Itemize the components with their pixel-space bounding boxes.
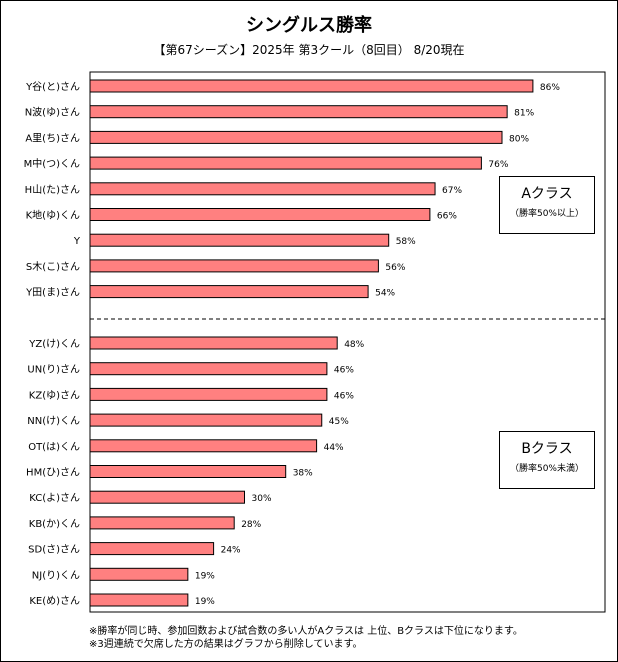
bar-11: [89, 362, 328, 376]
footnote-2: ※3週連続で欠席した方の結果はグラフから削除しています。: [89, 639, 363, 650]
bar-20: [89, 593, 189, 607]
a-class-box: Aクラス （勝率50%以上）: [499, 176, 595, 234]
b-class-label: Bクラス: [521, 441, 573, 457]
category-label: UN(り)さん: [27, 364, 80, 376]
value-label: 38%: [293, 469, 313, 479]
value-label: 81%: [514, 109, 534, 119]
value-label: 86%: [540, 83, 560, 93]
category-label: NJ(り)くん: [32, 569, 80, 581]
bar-16: [89, 490, 245, 504]
b-class-note: （勝率50%未満）: [509, 464, 584, 474]
category-label: M中(つ)くん: [24, 157, 80, 170]
bar-18: [89, 542, 215, 556]
footnote-1: ※勝率が同じ時、参加回数および試合数の多い人がAクラスは 上位、Bクラスは下位に…: [89, 626, 523, 637]
category-label: HM(ひ)さん: [26, 467, 80, 479]
category-label: H山(た)さん: [25, 184, 80, 196]
category-label: OT(は)くん: [28, 441, 80, 453]
category-label: KB(か)くん: [29, 518, 80, 530]
footnotes: ※勝率が同じ時、参加回数および試合数の多い人がAクラスは 上位、Bクラスは下位に…: [89, 625, 523, 651]
category-label: YZ(け)くん: [28, 338, 80, 350]
category-label: K地(ゆ)くん: [26, 209, 80, 222]
category-label: KC(よ)さん: [29, 492, 80, 504]
bars-layer: Y谷(と)さん 86% N波(ゆ)さん 81% A里(ち)さん 80% M中(つ)くん 76%…: [24, 79, 560, 607]
value-label: 58%: [396, 237, 416, 247]
a-class-label: Aクラス: [521, 186, 573, 202]
value-label: 66%: [437, 212, 457, 222]
value-label: 24%: [221, 546, 241, 556]
bar-2: [89, 105, 508, 119]
bar-13: [89, 413, 323, 427]
chart-title: シングルス勝率: [246, 15, 372, 36]
category-label: Y谷(と)さん: [25, 81, 80, 93]
bar-9: [89, 285, 369, 299]
value-label: 46%: [334, 391, 354, 401]
bar-17: [89, 516, 235, 530]
value-label: 76%: [488, 160, 508, 170]
value-label: 67%: [442, 186, 462, 196]
category-label: Y田(ま)さん: [25, 287, 80, 299]
value-label: 30%: [252, 494, 272, 504]
category-label: SD(さ)さん: [28, 544, 80, 556]
bar-7: [89, 233, 390, 247]
value-label: 80%: [509, 134, 529, 144]
value-label: 19%: [195, 571, 215, 581]
bar-15: [89, 465, 287, 478]
category-label: A里(ち)さん: [25, 132, 80, 144]
value-label: 56%: [385, 263, 405, 273]
value-label: 28%: [241, 520, 261, 530]
bar-3: [89, 130, 503, 144]
bar-8: [89, 259, 379, 273]
category-label: KE(め)さん: [29, 595, 80, 607]
value-label: 44%: [324, 443, 344, 453]
value-label: 46%: [334, 366, 354, 376]
bar-4: [89, 156, 482, 170]
category-label: KZ(ゆ)さん: [29, 389, 80, 401]
value-label: 54%: [375, 289, 395, 299]
chart-subtitle: 【第67シーズン】2025年 第3クール（8回目） 8/20現在: [153, 43, 465, 57]
value-label: 48%: [344, 340, 364, 350]
bar-6: [89, 208, 431, 221]
bar-5: [89, 182, 436, 196]
value-label: 19%: [195, 597, 215, 607]
b-class-box: Bクラス （勝率50%未満）: [499, 431, 595, 489]
category-label: NN(け)くん: [27, 415, 80, 427]
bar-1: [89, 79, 534, 93]
bar-19: [89, 567, 189, 581]
bar-12: [89, 387, 328, 401]
bar-14: [89, 439, 318, 453]
category-label: N波(ゆ)さん: [25, 106, 80, 119]
category-label: Y: [73, 236, 81, 247]
category-label: S木(こ)さん: [26, 261, 80, 273]
value-label: 45%: [329, 417, 349, 427]
a-class-note: （勝率50%以上）: [509, 209, 584, 219]
bar-10: [89, 336, 338, 350]
